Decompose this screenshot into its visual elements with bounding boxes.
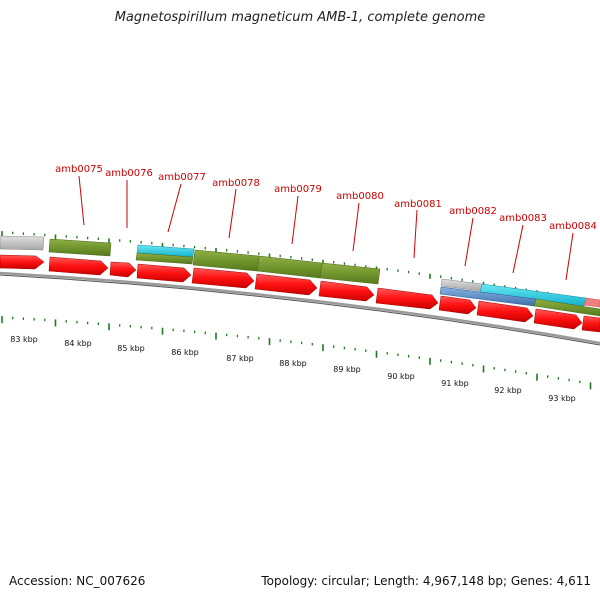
gene-label: amb0084 [549, 221, 597, 232]
ruler-label: 89 kbp [333, 365, 361, 374]
gene-arrow [476, 300, 534, 323]
gene-arrow [254, 273, 318, 296]
ruler-label: 87 kbp [226, 354, 254, 363]
gene-arrow [581, 315, 600, 333]
ruler-label: 90 kbp [387, 372, 415, 381]
gene-arrow [191, 267, 255, 289]
gene-label: amb0076 [105, 168, 153, 179]
gene-arrow [375, 287, 439, 310]
backbone [0, 271, 600, 346]
gene-label: amb0081 [394, 199, 442, 210]
gene-label: amb0079 [274, 184, 322, 195]
gene-arrow [109, 261, 137, 278]
ruler-label: 83 kbp [10, 335, 38, 344]
green-feature [533, 298, 600, 317]
cyan-feature [479, 283, 587, 307]
gene-label: amb0080 [336, 191, 384, 202]
green-feature [192, 249, 260, 272]
gene-arrow [0, 254, 45, 270]
ruler-tick-row [1, 316, 592, 390]
gray-feature [0, 235, 45, 251]
pink-feature [583, 297, 600, 308]
ruler-label: 86 kbp [171, 348, 199, 357]
gene-label: amb0075 [55, 164, 103, 175]
accession-text: Accession: NC_007626 [9, 574, 146, 588]
green-feature [319, 262, 381, 285]
gene-label: amb0077 [158, 172, 206, 183]
green-feature [48, 238, 112, 257]
gene-label-leaders [78, 175, 574, 281]
ruler-label: 93 kbp [548, 394, 576, 403]
ruler-label: 85 kbp [117, 344, 145, 353]
gene-arrow [533, 308, 583, 330]
ruler-label: 84 kbp [64, 339, 92, 348]
gene-arrow [438, 295, 477, 315]
green-feature [135, 252, 194, 265]
gene-arrow [48, 256, 109, 276]
gene-arrow [318, 280, 375, 302]
gene-labels: amb0075 amb0076 amb0077 amb0078 amb0079 … [55, 164, 597, 232]
feature-track [0, 235, 600, 333]
gene-label: amb0082 [449, 206, 497, 217]
ruler-labels: 83 kbp 84 kbp 85 kbp 86 kbp 87 kbp 88 kb… [10, 335, 576, 403]
gene-label: amb0083 [499, 213, 547, 224]
genome-summary-text: Topology: circular; Length: 4,967,148 bp… [261, 574, 591, 588]
ruler-label: 91 kbp [441, 379, 469, 388]
ruler-label: 88 kbp [279, 359, 307, 368]
map-title: Magnetospirillum magneticum AMB-1, compl… [114, 10, 486, 25]
gene-label: amb0078 [212, 178, 260, 189]
ruler-label: 92 kbp [494, 386, 522, 395]
gene-arrow [136, 263, 192, 283]
